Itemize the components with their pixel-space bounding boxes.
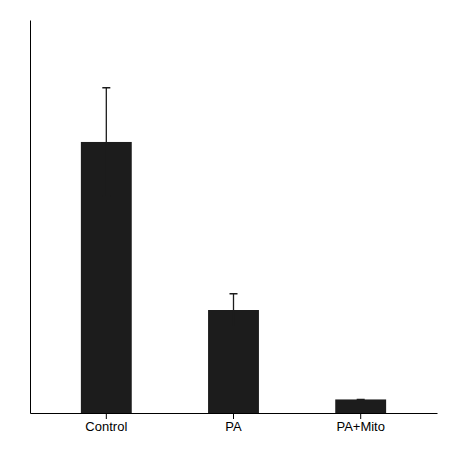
chart-container: Control PA PA+Mito — [0, 0, 457, 457]
plot-area: Control PA PA+Mito — [31, 21, 438, 435]
bar — [335, 399, 386, 413]
error-bar — [230, 294, 238, 327]
y-axis — [30, 21, 31, 414]
x-tick-mark — [233, 413, 234, 419]
x-tick-label: Control — [85, 419, 127, 434]
x-tick: Control — [85, 413, 127, 434]
y-axis-line — [30, 21, 31, 414]
marks — [81, 88, 386, 413]
x-tick: PA+Mito — [336, 413, 385, 434]
x-tick-mark — [106, 413, 107, 419]
x-tick-label: PA+Mito — [336, 419, 385, 434]
x-tick: PA — [225, 413, 242, 434]
x-tick-label: PA — [225, 419, 242, 434]
x-axis: Control PA PA+Mito — [31, 413, 438, 434]
error-bar — [357, 399, 365, 400]
x-tick-mark — [360, 413, 361, 419]
error-bar — [102, 88, 110, 196]
chart-svg: Control PA PA+Mito — [0, 0, 457, 457]
